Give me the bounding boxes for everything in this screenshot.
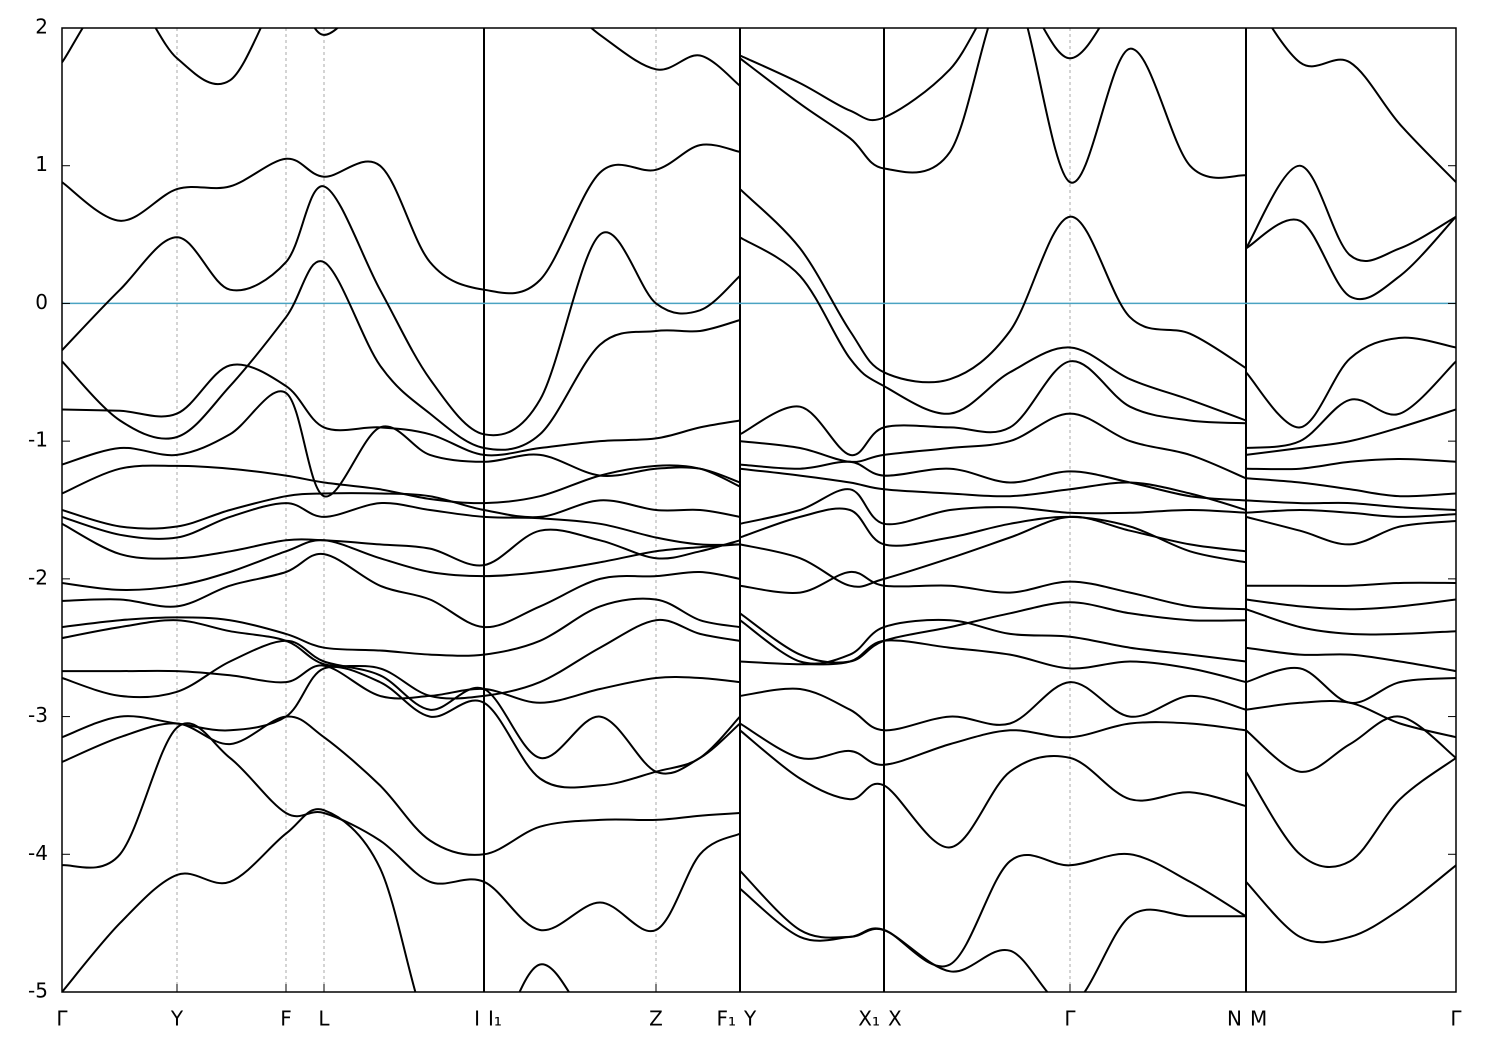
band-line — [62, 597, 1456, 664]
x-tick-label: X₁ — [858, 1007, 880, 1031]
band-line — [62, 467, 1456, 530]
band-line — [62, 715, 1456, 856]
x-tick-label: Y — [170, 1007, 184, 1031]
x-tick-label: N — [1227, 1007, 1242, 1031]
x-tick-label: I₁ — [488, 1007, 502, 1031]
y-tick-label: 2 — [35, 15, 48, 39]
y-tick-label: -3 — [28, 703, 48, 727]
x-tick-label: Γ — [1450, 1007, 1462, 1031]
x-tick-label: F — [280, 1007, 292, 1031]
band-line — [62, 28, 1456, 295]
y-tick-label: -4 — [28, 841, 48, 865]
band-line — [62, 722, 1456, 968]
x-tick-label: I — [474, 1007, 480, 1031]
y-tick-label: -5 — [28, 979, 48, 1003]
y-tick-label: 0 — [35, 290, 48, 314]
plot-frame — [61, 27, 1457, 993]
bands — [62, 28, 1456, 992]
y-tick-label: -2 — [28, 565, 48, 589]
x-tick-label: F₁ — [716, 1007, 736, 1031]
band-line — [62, 360, 1456, 457]
band-line — [62, 552, 1456, 629]
band-line — [62, 488, 1456, 546]
x-tick-label: Γ — [56, 1007, 68, 1031]
axis-labels: 2 1 0 -1 -2 -3 -4 -5 Γ Y F L I I₁ Z F₁ Y X₁ X Γ N M Γ — [28, 15, 1462, 1031]
x-tick-label: Y — [743, 1007, 757, 1031]
x-tick-label: M — [1250, 1007, 1267, 1031]
x-tick-label: Γ — [1064, 1007, 1076, 1031]
x-tick-label: Z — [649, 1007, 663, 1031]
x-tick-label: X — [888, 1007, 902, 1031]
y-tick-label: -1 — [28, 428, 48, 452]
x-tick-label: L — [318, 1007, 330, 1031]
band-line — [62, 236, 1456, 451]
band-line — [62, 808, 1456, 992]
band-line — [62, 185, 1456, 437]
band-line — [62, 608, 1456, 700]
band-line — [62, 28, 1456, 183]
band-line — [62, 515, 1456, 591]
band-line — [62, 390, 1456, 498]
band-line — [62, 507, 1456, 567]
y-tick-label: 1 — [35, 152, 48, 176]
